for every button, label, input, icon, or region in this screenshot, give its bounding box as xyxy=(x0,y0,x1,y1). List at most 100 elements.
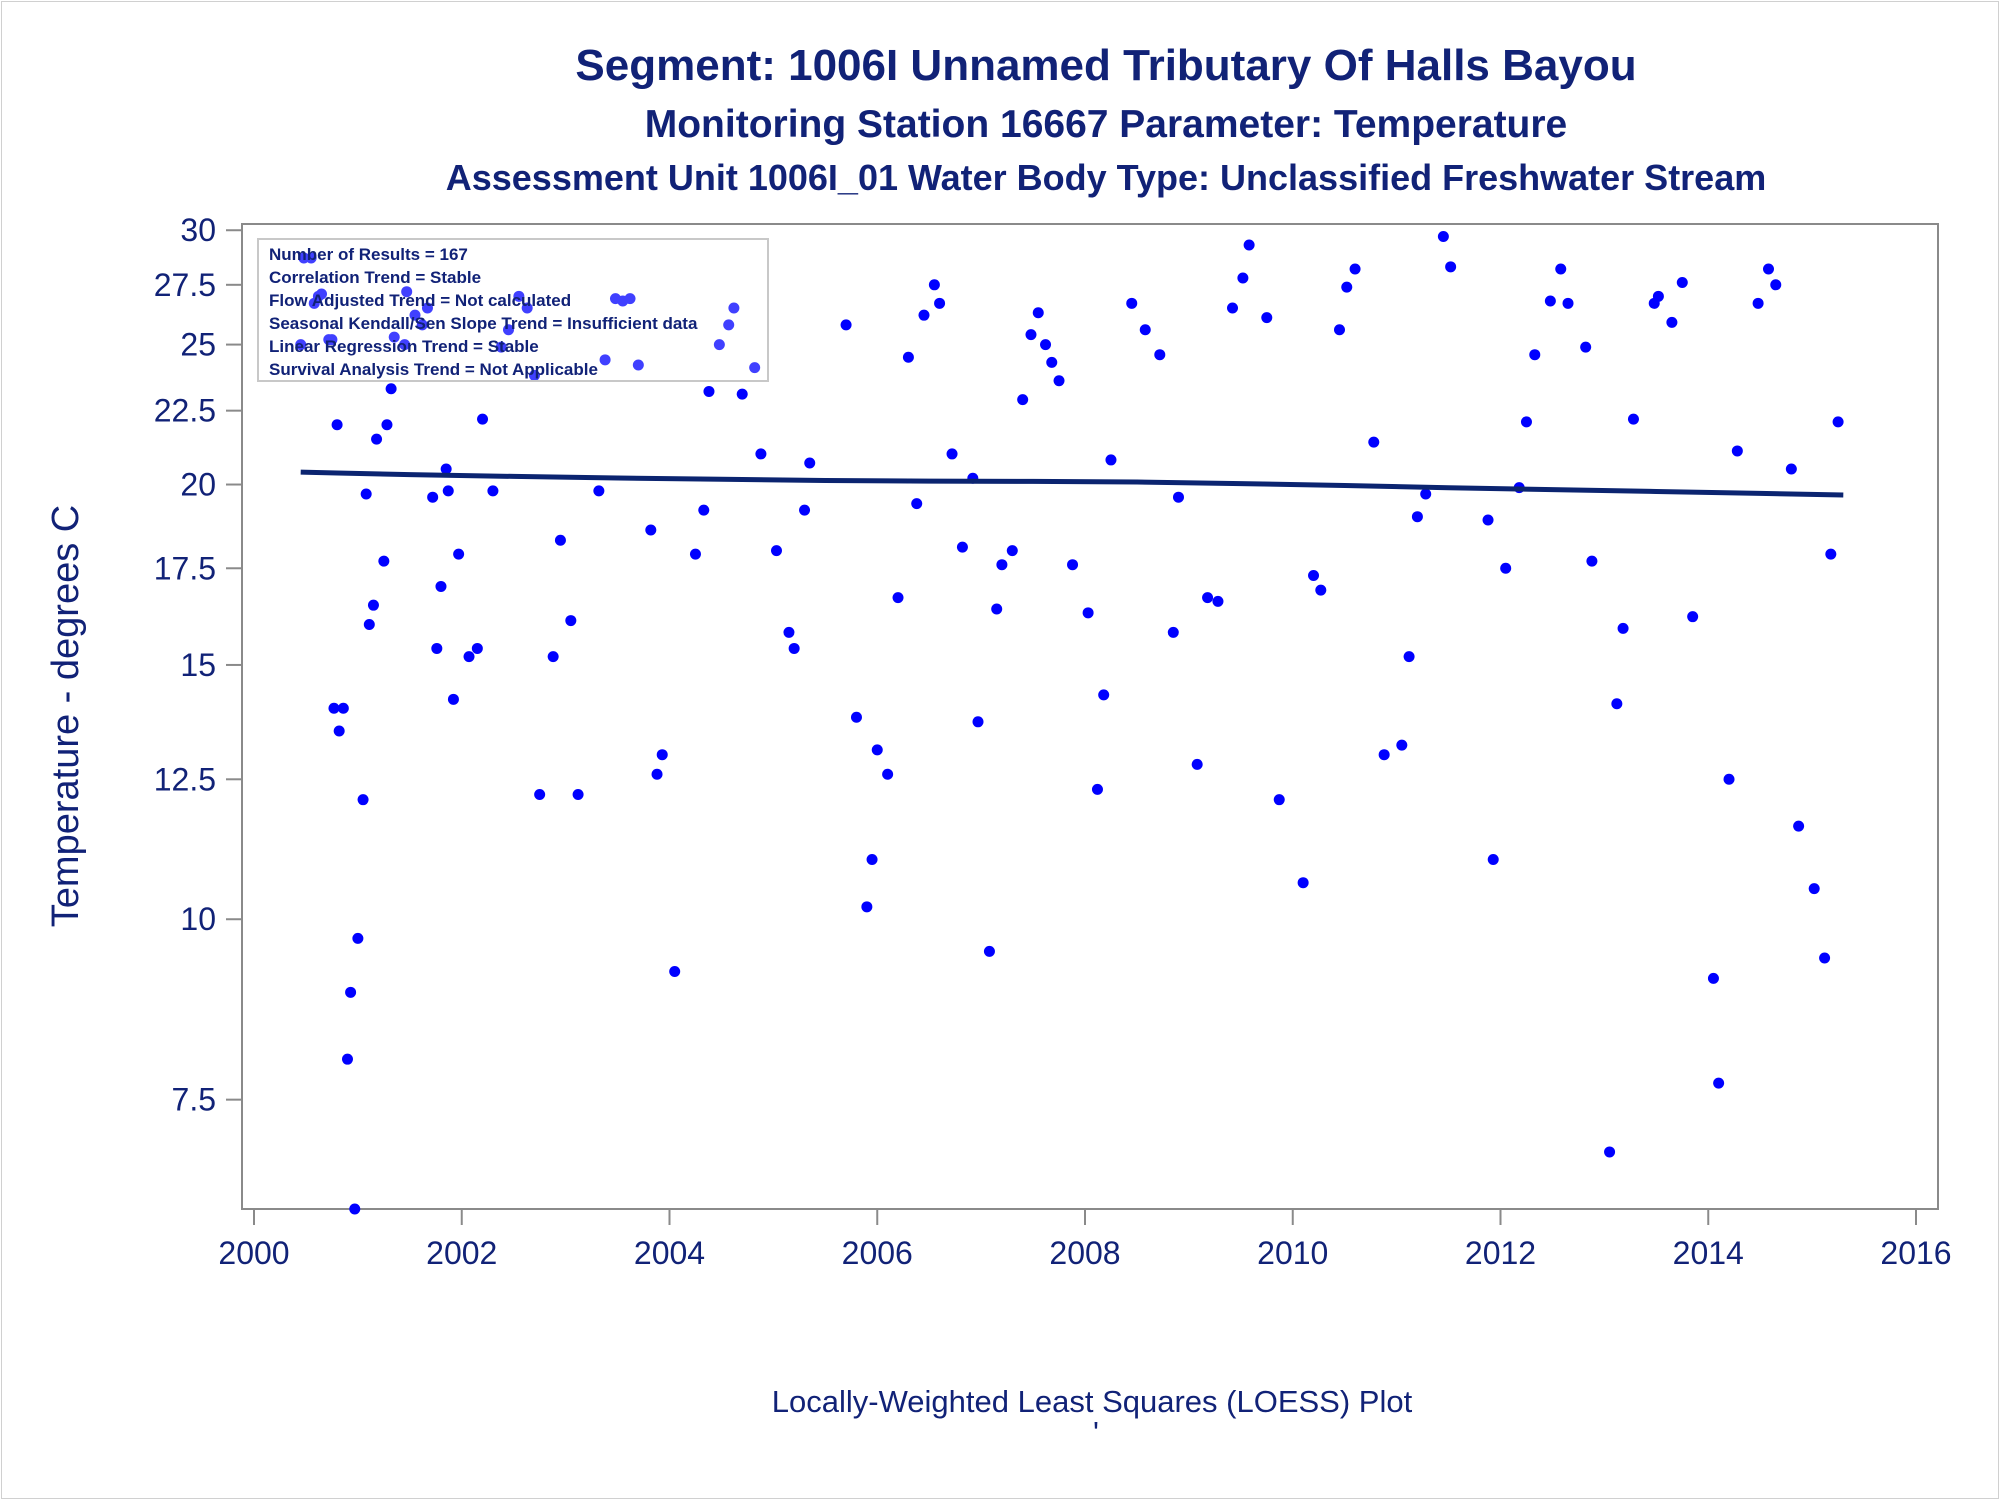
data-point xyxy=(850,711,862,723)
data-point xyxy=(463,651,475,663)
data-point xyxy=(871,744,883,756)
y-tick-label: 7.5 xyxy=(172,1082,216,1118)
data-point xyxy=(991,603,1003,615)
data-point xyxy=(1762,263,1774,275)
x-tick-label: 2008 xyxy=(1049,1235,1120,1271)
data-point xyxy=(1544,295,1556,307)
data-point xyxy=(902,351,914,363)
y-tick-label: 10 xyxy=(180,901,216,937)
data-point xyxy=(352,932,364,944)
data-point xyxy=(1067,559,1079,571)
data-point xyxy=(770,545,782,557)
data-point xyxy=(1586,555,1598,567)
data-point xyxy=(1411,511,1423,523)
data-point xyxy=(928,279,940,291)
data-point xyxy=(1420,488,1432,500)
data-point xyxy=(1555,263,1567,275)
data-point xyxy=(736,388,748,400)
data-point xyxy=(363,618,375,630)
data-point xyxy=(1731,445,1743,457)
data-point xyxy=(1237,272,1249,284)
data-point xyxy=(1378,749,1390,761)
data-point xyxy=(1017,394,1029,406)
plot-area xyxy=(241,223,1939,1210)
data-point xyxy=(1652,290,1664,302)
data-point xyxy=(1437,231,1449,243)
data-point xyxy=(431,642,443,654)
data-point xyxy=(918,309,930,321)
data-point xyxy=(1082,607,1094,619)
data-point xyxy=(316,288,328,300)
y-tick-label: 17.5 xyxy=(154,550,216,586)
loess-line xyxy=(300,469,1844,498)
data-point xyxy=(1487,853,1499,865)
data-points xyxy=(295,231,1844,1215)
data-point xyxy=(326,334,338,346)
chart-subtitle-station: Monitoring Station 16667 Parameter: Temp… xyxy=(645,103,1568,146)
data-point xyxy=(755,448,767,460)
data-point xyxy=(1105,454,1117,466)
data-point xyxy=(1793,820,1805,832)
data-point xyxy=(1825,548,1837,560)
data-point xyxy=(866,853,878,865)
data-point xyxy=(861,901,873,913)
stats-line: Number of Results = 167 xyxy=(269,245,468,264)
data-point xyxy=(656,749,668,761)
data-point xyxy=(713,339,725,351)
data-point xyxy=(1091,783,1103,795)
y-axis-label: Temperature - degrees C xyxy=(45,505,87,927)
data-point xyxy=(1032,307,1044,319)
x-axis: 2000 2002 2004 2006 2008 2010 2012 2014 2016 xyxy=(218,1209,1952,1271)
data-point xyxy=(1666,316,1678,328)
data-point xyxy=(593,485,605,497)
data-point xyxy=(1707,972,1719,984)
y-tick-label: 12.5 xyxy=(154,761,216,797)
x-tick-label: 2016 xyxy=(1880,1235,1951,1271)
data-point xyxy=(371,433,383,445)
data-point xyxy=(1273,794,1285,806)
data-point xyxy=(703,385,715,397)
data-point xyxy=(788,642,800,654)
data-point xyxy=(1341,281,1353,293)
chart-subtitle-assessment: Assessment Unit 1006I_01 Water Body Type… xyxy=(446,157,1767,198)
data-point xyxy=(1617,622,1629,634)
data-point xyxy=(521,302,533,314)
footnote: Locally-Weighted Least Squares (LOESS) P… xyxy=(772,1384,1413,1419)
data-point xyxy=(1297,877,1309,889)
data-point xyxy=(1627,413,1639,425)
data-point xyxy=(1723,773,1735,785)
data-point xyxy=(1445,261,1457,273)
data-point xyxy=(1580,341,1592,353)
data-point xyxy=(892,592,904,604)
data-point xyxy=(983,945,995,957)
data-point xyxy=(416,319,428,331)
data-point xyxy=(1604,1146,1616,1158)
data-point xyxy=(453,548,465,560)
data-point xyxy=(360,488,372,500)
data-point xyxy=(333,725,345,737)
data-point xyxy=(345,986,357,998)
data-point xyxy=(1243,239,1255,251)
data-point xyxy=(1053,375,1065,387)
y-axis: 7.5 10 12.5 15 17.5 20 22.5 25 27.5 30 xyxy=(154,212,242,1118)
data-point xyxy=(1520,416,1532,428)
data-point xyxy=(728,302,740,314)
data-point xyxy=(1808,883,1820,895)
data-point xyxy=(528,369,540,381)
data-point xyxy=(502,324,514,336)
data-point xyxy=(381,419,393,431)
data-point xyxy=(1529,349,1541,361)
x-tick-label: 2014 xyxy=(1673,1235,1744,1271)
y-tick-label: 22.5 xyxy=(154,393,216,429)
data-point xyxy=(1333,324,1345,336)
data-point xyxy=(783,626,795,638)
data-point xyxy=(1500,562,1512,574)
data-point xyxy=(534,789,546,801)
data-point xyxy=(367,599,379,611)
data-point xyxy=(1368,436,1380,448)
data-point xyxy=(1212,595,1224,607)
data-point xyxy=(956,541,968,553)
y-tick-label: 25 xyxy=(180,327,216,363)
data-point xyxy=(378,555,390,567)
